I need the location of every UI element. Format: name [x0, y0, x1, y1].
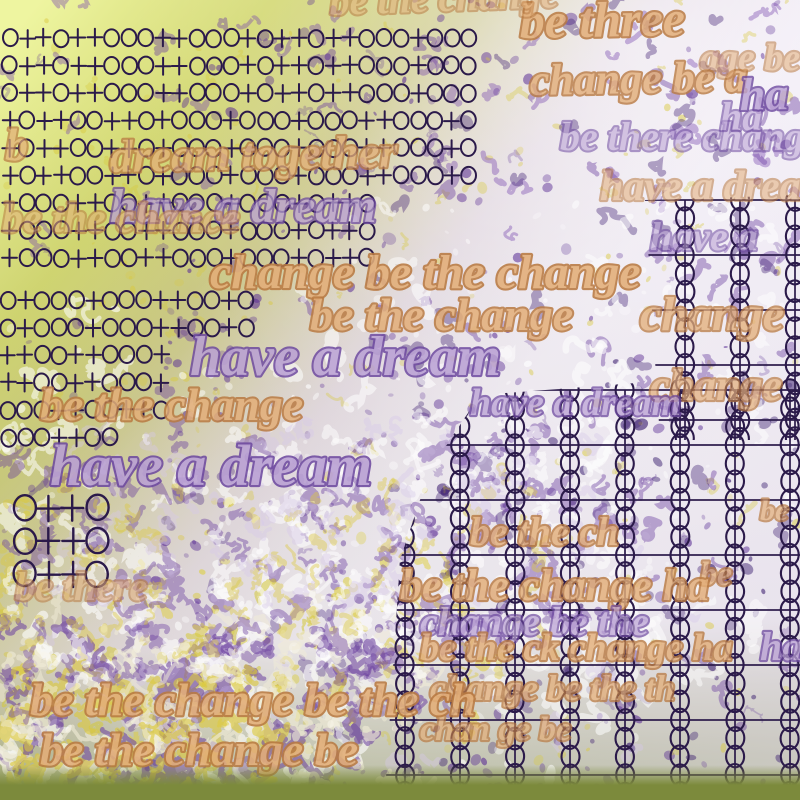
svg-text:age be: age be	[700, 37, 800, 79]
svg-text:have a dream: have a dream	[600, 164, 800, 210]
svg-text:be: be	[760, 494, 788, 527]
svg-text:be there change: be there change	[560, 114, 800, 159]
svg-text:be the ch: be the ch	[470, 509, 619, 554]
svg-text:have a: have a	[650, 214, 758, 259]
svg-text:be the chance: be the chance	[2, 196, 240, 242]
svg-text:have a dream: have a dream	[470, 382, 681, 424]
svg-text:change: change	[640, 288, 784, 341]
svg-text:have a dream: have a dream	[50, 433, 372, 498]
svg-text:b: b	[5, 119, 28, 170]
svg-text:be the ck change ha: be the ck change ha	[420, 627, 732, 669]
svg-text:ha: ha	[760, 624, 800, 669]
svg-text:dream together: dream together	[109, 126, 398, 182]
svg-text:ha: ha	[720, 94, 762, 139]
svg-text:be there: be there	[15, 564, 147, 609]
svg-text:be the change be the ch: be the change be the ch	[30, 674, 476, 725]
svg-text:be the change: be the change	[40, 379, 303, 430]
